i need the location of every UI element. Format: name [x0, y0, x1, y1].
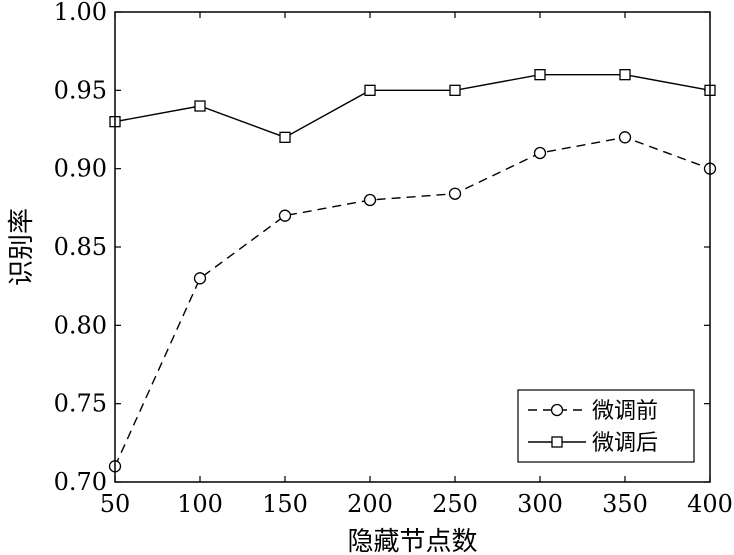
x-axis-ticks: 50 100 150 200 250 300 350 400 [100, 12, 733, 518]
x-tick-label: 300 [517, 490, 563, 518]
legend-marker-square [551, 436, 563, 448]
y-tick-label: 0.70 [54, 468, 107, 496]
data-point-circle [618, 131, 632, 144]
data-point-square [534, 69, 546, 81]
x-tick-label: 200 [347, 490, 393, 518]
data-point-circle [193, 272, 207, 285]
data-point-square [279, 131, 291, 143]
data-point-square [194, 100, 206, 112]
x-tick-label: 150 [262, 490, 308, 518]
legend-marker-circle [550, 403, 564, 417]
y-tick-label: 0.90 [54, 155, 107, 183]
series-1 [108, 131, 717, 473]
plot-frame [114, 11, 711, 483]
data-point-square [449, 84, 461, 96]
data-point-circle [448, 187, 462, 200]
y-axis-ticks: 0.70 0.75 0.80 0.85 0.90 0.95 1.00 [54, 0, 710, 496]
x-tick-label: 50 [100, 490, 131, 518]
legend-label: 微调前 [592, 399, 658, 424]
y-tick-label: 1.00 [54, 0, 107, 26]
legend-box [517, 389, 695, 463]
data-point-circle [363, 193, 377, 207]
x-tick-label: 250 [432, 490, 478, 518]
x-tick-label: 100 [177, 490, 223, 518]
series-line [114, 73, 711, 139]
legend-entry-2: 微调后 [528, 431, 658, 456]
y-tick-label: 0.85 [54, 233, 107, 261]
y-tick-label: 0.80 [54, 311, 107, 339]
data-point-circle [533, 146, 547, 160]
y-tick-label: 0.95 [54, 76, 107, 104]
y-axis-label: 识别率 [7, 208, 37, 286]
data-point-square [619, 69, 631, 81]
data-point-circle [278, 209, 292, 222]
x-tick-label: 400 [687, 490, 733, 518]
data-point-square [364, 84, 376, 96]
series-line [114, 136, 711, 467]
legend-entry-1: 微调前 [528, 399, 658, 424]
legend-label: 微调后 [592, 431, 658, 456]
x-axis-label: 隐藏节点数 [347, 527, 477, 555]
y-tick-label: 0.75 [54, 390, 107, 418]
x-tick-label: 350 [602, 490, 648, 518]
